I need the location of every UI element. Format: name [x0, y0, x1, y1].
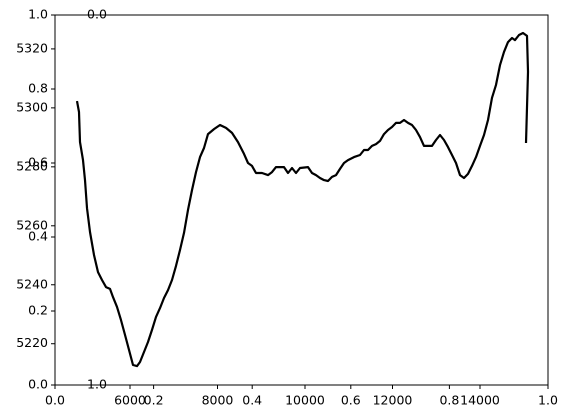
inset-tick-label: 1.0 [87, 377, 107, 392]
y-tick-label: 5320 [16, 40, 48, 55]
y-tick-label: 0.0 [28, 377, 48, 392]
y-tick-label: 5240 [16, 276, 48, 291]
y-tick-label: 0.8 [28, 81, 48, 96]
inset-tick-label: 0.0 [87, 7, 107, 22]
x-tick-label: 14000 [460, 393, 500, 408]
x-tick-label: 6000 [114, 393, 146, 408]
x-tick-label: 12000 [373, 393, 413, 408]
y-tick-label: 5280 [16, 158, 48, 173]
axes-frame [54, 14, 549, 386]
x-tick-label: 0.8 [439, 393, 459, 408]
y-tick-label: 0.2 [28, 303, 48, 318]
x-tick-label: 1.0 [538, 393, 558, 408]
y-tick-label: 5260 [16, 217, 48, 232]
x-tick-label: 0.2 [144, 393, 164, 408]
y-tick-label: 5220 [16, 335, 48, 350]
data-line [75, 31, 530, 368]
y-tick-label: 0.6 [28, 155, 48, 170]
x-tick-label: 10000 [285, 393, 325, 408]
y-tick-label: 5300 [16, 99, 48, 114]
x-tick-label: 8000 [202, 393, 234, 408]
x-tick-label: 0.4 [242, 393, 262, 408]
y-tick-label: 1.0 [28, 7, 48, 22]
x-tick-label: 0.6 [341, 393, 361, 408]
x-tick-label: 0.0 [45, 393, 65, 408]
y-tick-label: 0.4 [28, 229, 48, 244]
